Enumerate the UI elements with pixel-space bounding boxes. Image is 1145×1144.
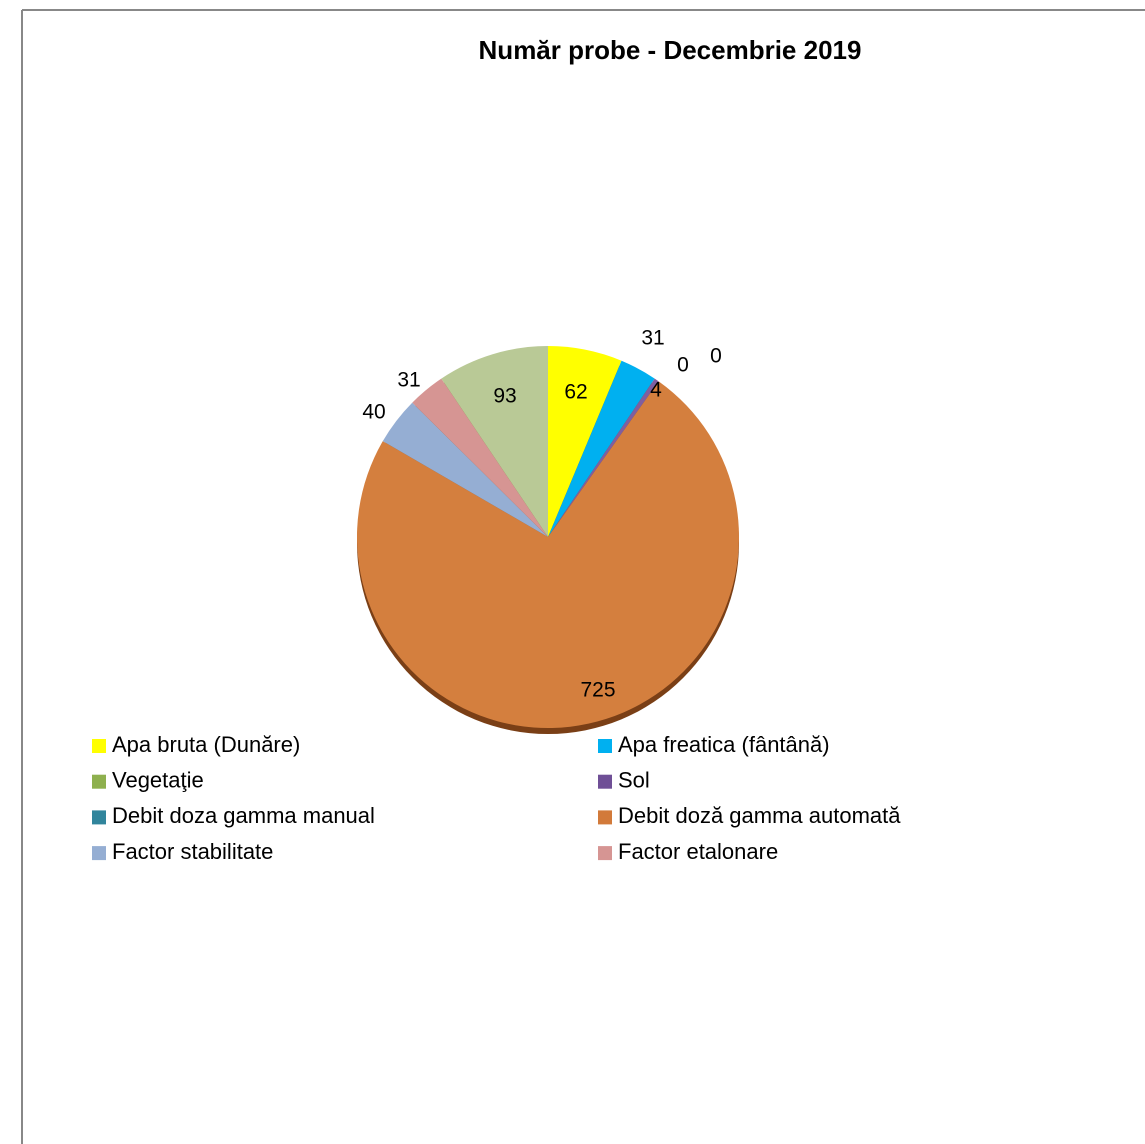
data-label: 725 [580, 679, 615, 702]
pie-slice [548, 360, 655, 537]
legend-swatch [598, 810, 612, 825]
pie-slice [382, 402, 548, 537]
data-label: 40 [362, 401, 385, 424]
legend-label: Factor stabilitate [112, 839, 273, 864]
legend-label: Debit doza gamma manual [112, 803, 375, 828]
legend-swatch [92, 739, 106, 753]
legend-swatch [598, 774, 612, 789]
legend-swatch [92, 846, 106, 861]
legend-label: Apa bruta (Dunăre) [112, 732, 300, 757]
legend-label: Sol [618, 768, 650, 793]
chart-title: Număr probe - Decembrie 2019 [479, 35, 862, 65]
data-label: 31 [397, 369, 420, 392]
pie-slice [548, 346, 622, 537]
legend-swatch [92, 810, 106, 825]
legend-label: Debit doză gamma automată [618, 803, 901, 828]
data-label: 31 [641, 327, 664, 350]
data-label: 4 [650, 379, 662, 402]
legend-label: Apa freatica (fântână) [618, 732, 830, 757]
data-label: 0 [677, 354, 689, 377]
legend-swatch [598, 846, 612, 861]
legend-swatch [598, 739, 612, 753]
pie-slice [412, 378, 548, 537]
pie-slice [548, 378, 659, 537]
data-label: 0 [710, 345, 722, 368]
data-label: 93 [493, 385, 516, 408]
legend-label: Vegetaţie [112, 768, 204, 793]
legend-swatch [92, 774, 106, 789]
pie-slice [441, 346, 548, 537]
pie-slice [357, 381, 739, 729]
legend-label: Factor etalonare [618, 839, 778, 864]
data-label: 62 [564, 381, 587, 404]
